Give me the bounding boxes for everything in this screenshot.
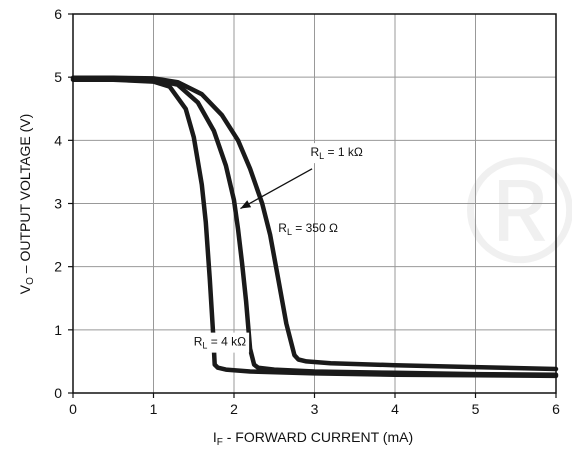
y-tick-label: 1 [54,322,62,338]
x-tick-label: 4 [391,401,399,417]
y-tick-label: 2 [54,259,62,275]
series-label-2: RL = 350 Ω [278,221,338,237]
curves [70,75,559,379]
plot-frame [68,13,557,398]
series-line-2 [70,75,559,372]
y-tick-label: 6 [54,6,62,22]
y-tick-label: 3 [54,196,62,212]
y-tick-label: 5 [54,69,62,85]
tick-labels: 0 1 2 3 4 5 6 0 1 2 3 4 5 6 [54,6,560,417]
y-tick-label: 4 [54,132,62,148]
series-label-bg [190,332,250,353]
x-axis-label: IF - FORWARD CURRENT (mA) [213,429,413,448]
annotation-arrowhead [240,200,252,209]
x-tick-label: 1 [150,401,158,417]
series-label-bg [307,143,366,164]
series-labels: RL = 4 kΩ RL = 1 kΩ RL = 350 Ω [190,143,366,353]
series-label-0: RL = 4 kΩ [194,335,246,351]
x-tick-label: 3 [311,401,319,417]
registered-watermark: ® [465,126,572,294]
x-tick-label: 6 [552,401,560,417]
y-axis-label: VO – OUTPUT VOLTAGE (V) [17,114,36,294]
x-tick-label: 0 [69,401,77,417]
x-tick-label: 5 [472,401,480,417]
grid [73,14,556,393]
x-tick-label: 2 [230,401,238,417]
annotation-arrow [240,168,313,210]
y-tick-label: 0 [54,385,62,401]
series-label-1: RL = 1 kΩ [310,145,362,161]
